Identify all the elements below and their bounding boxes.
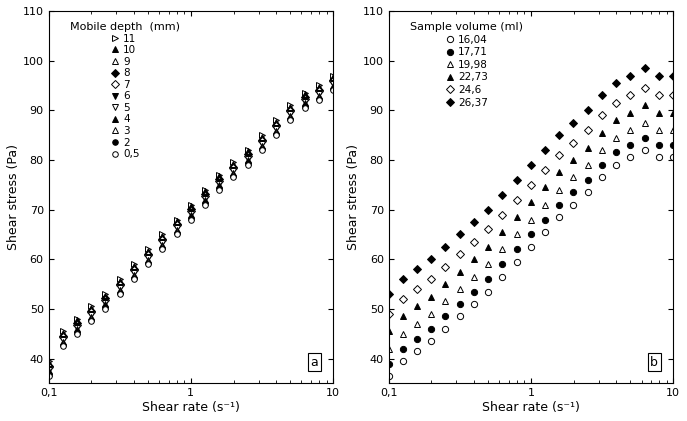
X-axis label: Shear rate (s⁻¹): Shear rate (s⁻¹) [482,401,580,414]
Text: a: a [311,355,318,368]
Legend: 16,04, 17,71, 19,98, 22,73, 24,6, 26,37: 16,04, 17,71, 19,98, 22,73, 24,6, 26,37 [408,20,525,109]
Text: b: b [651,355,658,368]
Legend: 11, 10, 9, 8, 7, 6, 5, 4, 3, 2, 0,5: 11, 10, 9, 8, 7, 6, 5, 4, 3, 2, 0,5 [68,20,182,161]
Y-axis label: Shear stress (Pa): Shear stress (Pa) [7,144,20,250]
Y-axis label: Shear stress (Pa): Shear stress (Pa) [347,144,360,250]
X-axis label: Shear rate (s⁻¹): Shear rate (s⁻¹) [142,401,240,414]
